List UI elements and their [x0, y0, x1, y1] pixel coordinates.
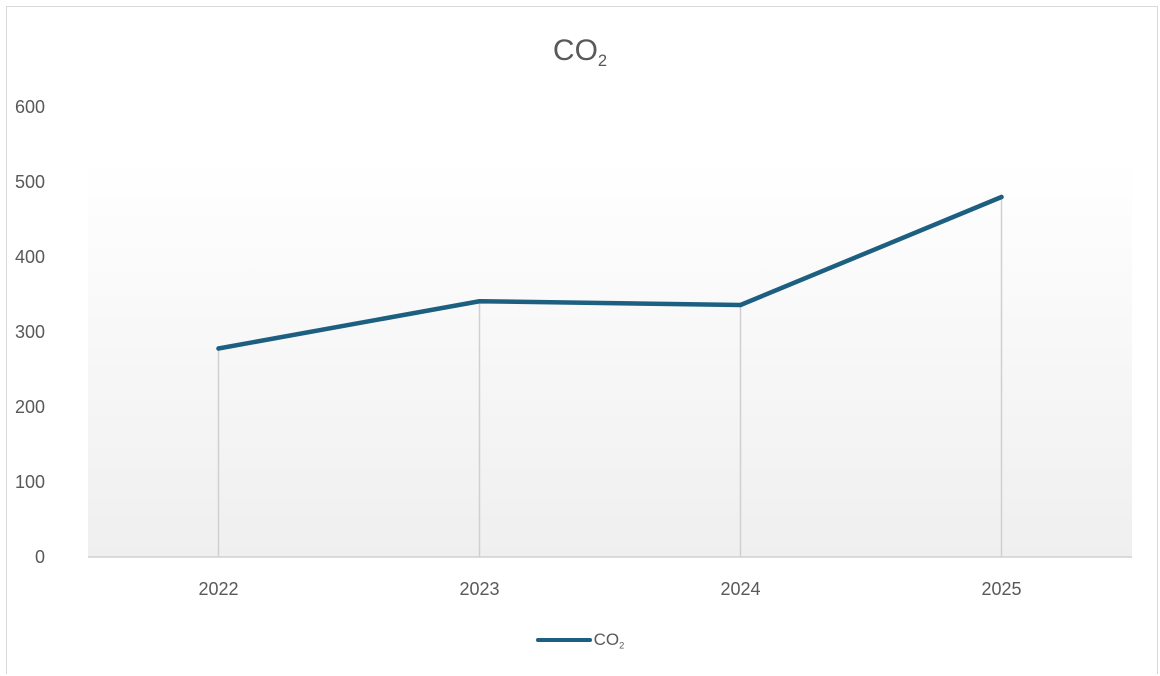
y-tick-label: 100	[15, 472, 45, 492]
chart-title-subscript: 2	[597, 51, 608, 70]
y-tick-label: 500	[15, 172, 45, 192]
data-point	[999, 194, 1004, 200]
y-axis-ticks: 0 100 200 300 400 500 600	[15, 97, 45, 567]
x-tick-label: 2024	[720, 579, 760, 599]
series-line-co2	[216, 194, 1004, 351]
y-tick-label: 400	[15, 247, 45, 267]
x-tick-label: 2025	[981, 579, 1021, 599]
y-tick-label: 600	[15, 97, 45, 117]
x-tick-label: 2022	[198, 579, 238, 599]
data-point	[477, 299, 482, 304]
y-tick-label: 200	[15, 397, 45, 417]
legend: CO2	[0, 630, 1160, 650]
series-group	[216, 194, 1004, 351]
y-tick-label: 300	[15, 322, 45, 342]
y-tick-label: 0	[35, 547, 45, 567]
chart-title: CO2	[0, 34, 1160, 71]
data-point	[738, 302, 743, 308]
data-point	[216, 346, 221, 351]
x-tick-label: 2023	[459, 579, 499, 599]
legend-series-subscript: 2	[619, 640, 625, 651]
legend-series-name: CO	[593, 630, 620, 649]
legend-label: CO2	[594, 630, 625, 650]
x-axis-ticks: 2022 2023 2024 2025	[198, 579, 1021, 599]
plot-area	[88, 157, 1132, 557]
drop-lines	[217, 197, 1003, 557]
legend-line-swatch	[535, 638, 592, 643]
chart-title-text: CO	[552, 34, 598, 67]
